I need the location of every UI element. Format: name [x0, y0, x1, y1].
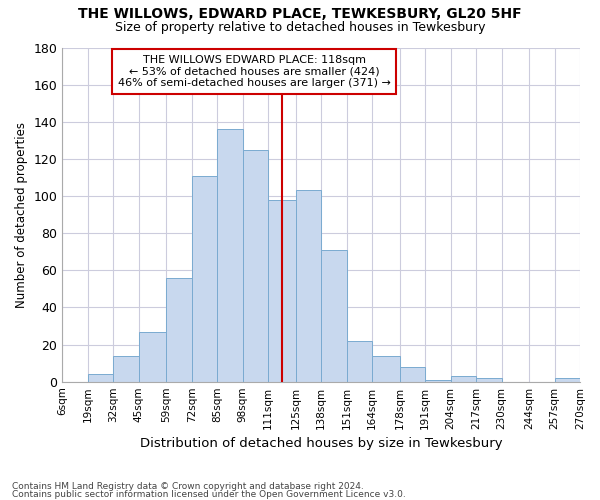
Text: THE WILLOWS EDWARD PLACE: 118sqm
← 53% of detached houses are smaller (424)
46% : THE WILLOWS EDWARD PLACE: 118sqm ← 53% o…	[118, 55, 391, 88]
Bar	[139, 332, 166, 382]
Bar	[476, 378, 502, 382]
Text: Contains HM Land Registry data © Crown copyright and database right 2024.: Contains HM Land Registry data © Crown c…	[12, 482, 364, 491]
Bar	[400, 367, 425, 382]
Bar	[296, 190, 321, 382]
Bar	[321, 250, 347, 382]
Bar	[268, 200, 296, 382]
Bar	[554, 378, 580, 382]
Bar	[425, 380, 451, 382]
Text: THE WILLOWS, EDWARD PLACE, TEWKESBURY, GL20 5HF: THE WILLOWS, EDWARD PLACE, TEWKESBURY, G…	[78, 8, 522, 22]
Text: Contains public sector information licensed under the Open Government Licence v3: Contains public sector information licen…	[12, 490, 406, 499]
Bar	[166, 278, 192, 382]
Bar	[372, 356, 400, 382]
Bar	[243, 150, 268, 382]
Y-axis label: Number of detached properties: Number of detached properties	[15, 122, 28, 308]
Bar	[88, 374, 113, 382]
Text: Size of property relative to detached houses in Tewkesbury: Size of property relative to detached ho…	[115, 21, 485, 34]
Bar	[113, 356, 139, 382]
X-axis label: Distribution of detached houses by size in Tewkesbury: Distribution of detached houses by size …	[140, 437, 502, 450]
Bar	[451, 376, 476, 382]
Bar	[192, 176, 217, 382]
Bar	[347, 341, 372, 382]
Bar	[217, 129, 243, 382]
